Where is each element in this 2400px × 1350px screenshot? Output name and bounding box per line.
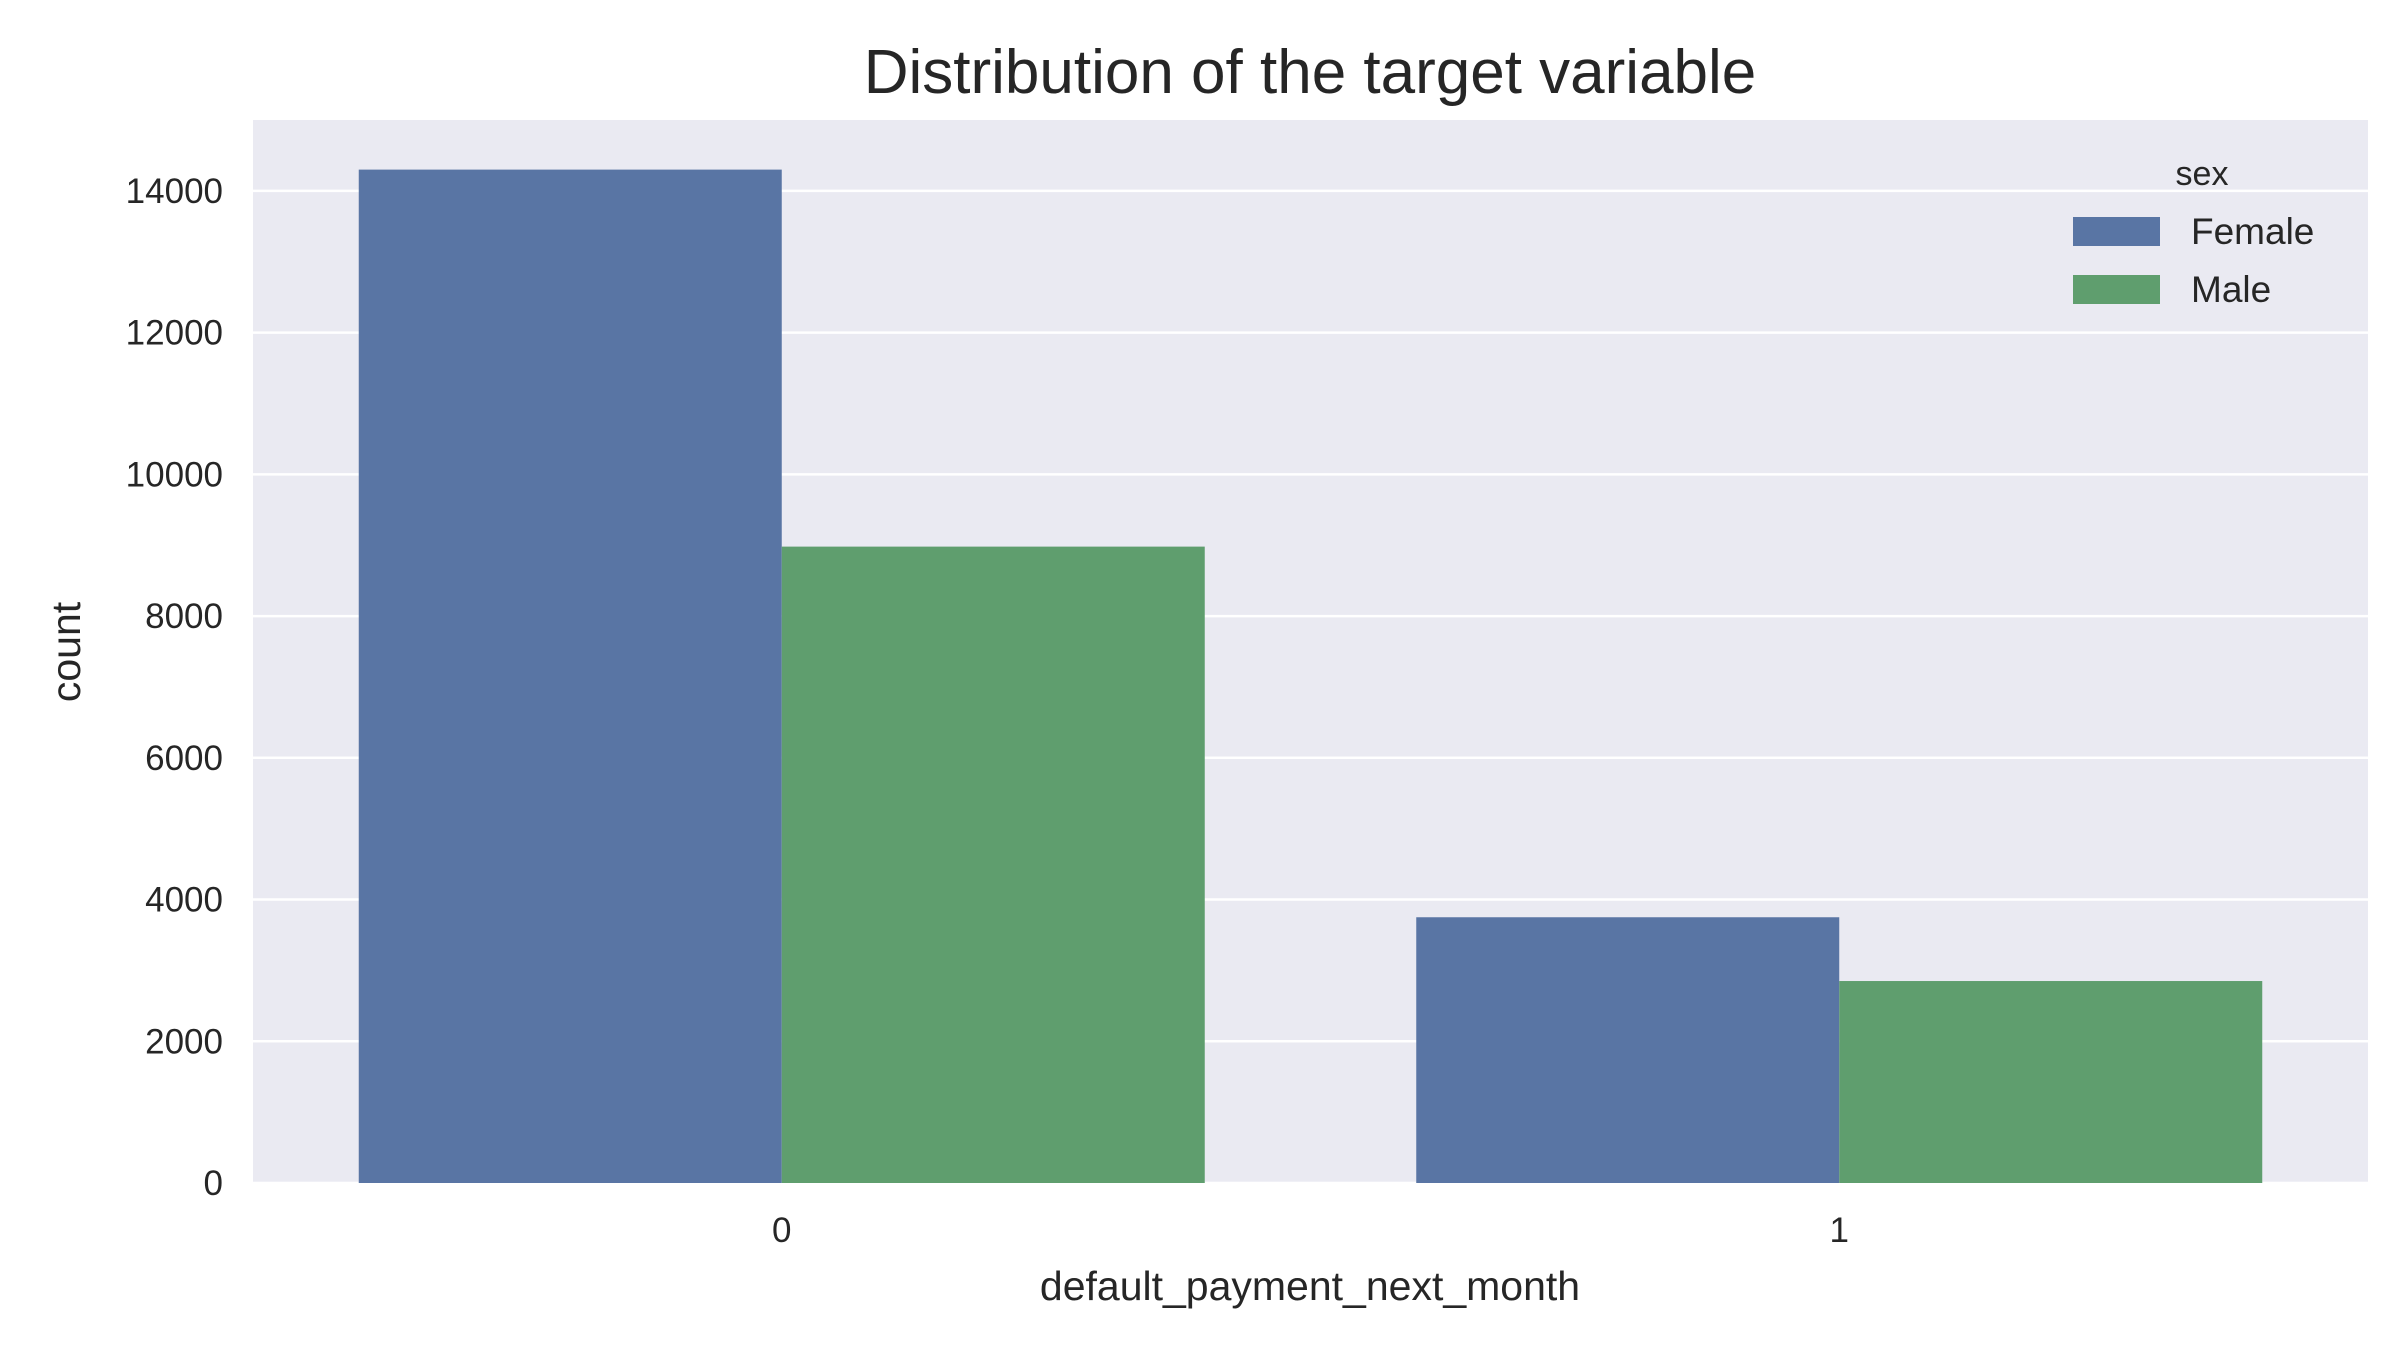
x-tick-label: 0 [772,1211,791,1250]
bar-male-1 [1839,981,2263,1183]
legend: sex Female Male [2073,155,2314,310]
bar-female-0 [358,169,782,1183]
chart-title: Distribution of the target variable [864,38,1757,107]
legend-label-female: Female [2191,211,2314,252]
bars [358,169,2263,1183]
y-tick-label: 12000 [126,314,223,353]
y-axis-ticks: 0 2000 4000 6000 8000 10000 12000 14000 [126,172,223,1203]
y-tick-label: 14000 [126,172,223,211]
x-axis-title: default_payment_next_month [1040,1263,1580,1309]
y-tick-label: 10000 [126,455,223,494]
y-axis-title: count [43,601,89,702]
y-tick-label: 4000 [145,881,223,920]
legend-label-male: Male [2191,269,2271,310]
legend-swatch-male [2073,275,2160,304]
y-tick-label: 8000 [145,597,223,636]
bar-female-1 [1416,917,1840,1183]
bar-male-0 [781,546,1205,1183]
legend-swatch-female [2073,217,2160,246]
y-tick-label: 0 [204,1164,223,1203]
legend-title: sex [2176,155,2229,193]
x-tick-label: 1 [1830,1211,1849,1250]
y-tick-label: 6000 [145,739,223,778]
y-tick-label: 2000 [145,1022,223,1061]
